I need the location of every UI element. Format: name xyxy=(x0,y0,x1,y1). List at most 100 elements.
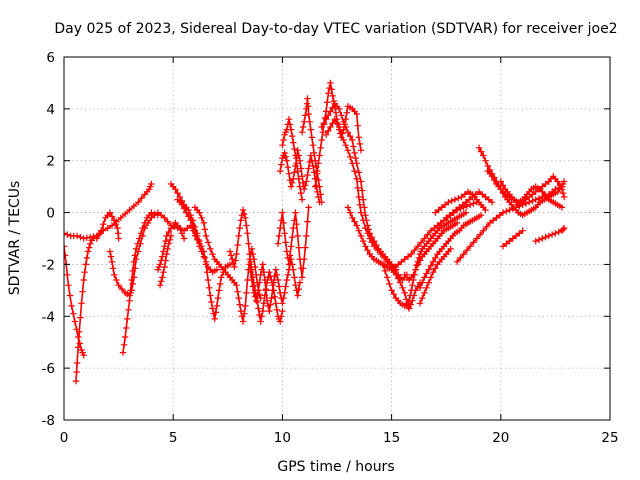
data-point-marker xyxy=(79,288,86,295)
data-point-marker xyxy=(529,197,536,205)
data-point-marker xyxy=(241,310,248,317)
data-point-marker xyxy=(362,243,369,250)
data-point-marker xyxy=(77,234,84,241)
data-point-marker xyxy=(293,221,300,228)
data-point-marker xyxy=(239,206,247,214)
data-point-marker xyxy=(559,189,567,197)
data-point-marker xyxy=(132,245,140,253)
data-point-marker xyxy=(137,230,145,237)
data-point-marker xyxy=(429,269,437,276)
data-point-marker xyxy=(346,132,354,140)
data-point-marker xyxy=(392,271,400,278)
data-point-marker xyxy=(384,274,391,281)
data-point-marker xyxy=(401,289,408,297)
data-point-marker xyxy=(301,186,308,193)
data-point-marker xyxy=(204,239,212,246)
data-point-marker xyxy=(76,340,83,347)
data-point-marker xyxy=(305,204,312,211)
data-point-marker xyxy=(469,193,476,201)
data-point-marker xyxy=(129,267,136,275)
data-point-marker xyxy=(275,283,283,290)
data-point-marker xyxy=(247,269,254,276)
data-point-marker xyxy=(457,254,464,262)
data-point-marker xyxy=(285,261,293,268)
data-point-marker xyxy=(290,139,297,146)
data-point-marker xyxy=(381,267,389,275)
data-point-marker xyxy=(380,254,388,262)
data-point-marker xyxy=(366,235,373,242)
data-point-marker xyxy=(166,236,174,243)
data-point-marker xyxy=(318,123,325,131)
data-point-marker xyxy=(130,202,138,210)
data-point-marker xyxy=(329,92,336,100)
data-point-marker xyxy=(554,178,561,185)
data-point-marker xyxy=(556,182,563,189)
data-point-marker xyxy=(301,256,308,263)
data-point-marker xyxy=(64,252,69,259)
data-point-marker xyxy=(272,300,279,307)
data-point-marker xyxy=(75,344,82,351)
data-point-marker xyxy=(307,126,314,133)
data-point-marker xyxy=(395,275,402,282)
data-point-marker xyxy=(314,167,321,175)
data-point-marker xyxy=(408,250,415,258)
data-point-marker xyxy=(277,167,284,175)
data-point-marker xyxy=(151,210,158,218)
data-point-marker xyxy=(68,302,75,310)
data-point-marker xyxy=(459,201,466,208)
data-point-marker xyxy=(107,253,115,260)
data-point-marker xyxy=(298,196,306,203)
data-point-marker xyxy=(475,144,483,151)
data-point-marker xyxy=(296,157,304,164)
data-point-marker xyxy=(294,147,301,154)
data-point-marker xyxy=(226,261,234,268)
data-point-marker xyxy=(136,235,143,242)
data-point-marker xyxy=(419,279,426,286)
data-point-marker xyxy=(274,276,282,284)
x-tick-label: 15 xyxy=(383,430,400,446)
data-point-marker xyxy=(472,191,479,198)
data-point-marker xyxy=(255,305,262,312)
data-point-marker xyxy=(64,243,68,250)
plot-frame xyxy=(63,56,611,421)
y-axis-label: SDTVAR / TECUs xyxy=(7,181,23,296)
series-trace-13 xyxy=(246,256,304,315)
data-point-marker xyxy=(258,313,265,320)
data-point-marker xyxy=(65,282,72,289)
data-point-marker xyxy=(304,171,311,179)
data-point-marker xyxy=(253,297,260,304)
data-point-marker xyxy=(266,269,273,276)
data-point-marker xyxy=(302,112,309,119)
data-point-marker xyxy=(293,160,300,167)
data-point-marker xyxy=(257,294,264,302)
data-point-marker xyxy=(183,209,190,216)
data-point-marker xyxy=(198,243,205,250)
data-point-marker xyxy=(325,90,332,97)
data-point-marker xyxy=(237,217,245,224)
data-point-marker xyxy=(421,235,428,242)
y-tick-label: 0 xyxy=(46,206,55,222)
data-point-marker xyxy=(218,274,225,281)
data-point-marker xyxy=(291,145,298,153)
data-point-marker xyxy=(417,239,425,246)
data-point-marker xyxy=(421,289,428,297)
data-point-marker xyxy=(204,276,212,284)
data-point-marker xyxy=(115,282,122,289)
data-point-marker xyxy=(329,104,336,111)
data-point-marker xyxy=(165,228,172,236)
data-point-marker xyxy=(354,184,361,192)
chart-title: Day 025 of 2023, Sidereal Day-to-day VTE… xyxy=(54,21,617,37)
data-point-marker xyxy=(122,210,129,218)
data-point-marker xyxy=(282,283,289,290)
data-point-marker xyxy=(178,201,186,208)
data-point-marker xyxy=(304,103,312,110)
data-point-marker xyxy=(349,214,356,221)
data-point-marker xyxy=(482,193,489,201)
data-point-marker xyxy=(351,149,358,157)
data-point-marker xyxy=(280,219,287,227)
data-point-marker xyxy=(412,266,419,273)
data-point-marker xyxy=(307,152,314,159)
data-point-marker xyxy=(354,122,361,129)
data-point-marker xyxy=(357,147,365,154)
data-point-marker xyxy=(126,297,133,304)
